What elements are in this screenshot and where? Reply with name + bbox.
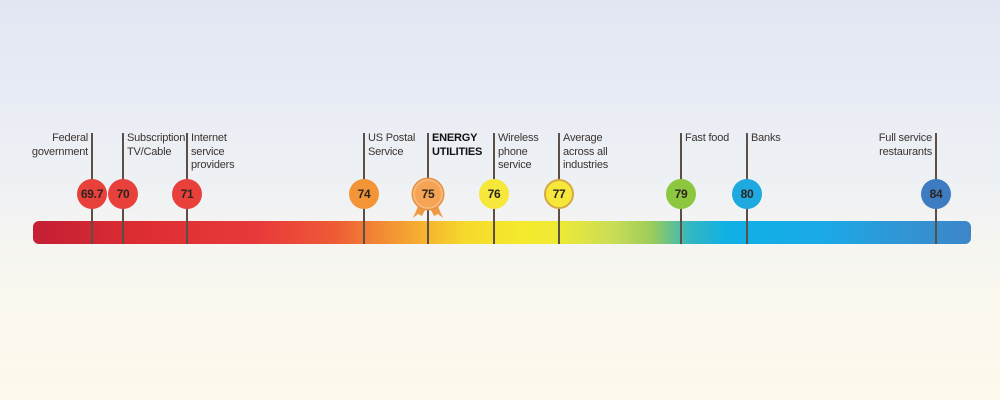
category-label-line: service [498,159,532,171]
category-label-line: Wireless [498,132,539,144]
category-label-line: ENERGY [432,132,478,144]
category-label-line: Fast food [685,132,730,144]
value-marker-text: 76 [487,187,501,201]
value-marker-71: 71 [172,179,202,209]
value-marker-text: 70 [116,187,130,201]
category-label-line: TV/Cable [127,145,172,158]
category-label-84: Full service restaurants [879,132,932,159]
category-label-line: service [191,145,225,158]
category-label-71: Internet service providers [191,132,235,173]
category-label-line: Average [563,132,603,144]
category-label-line: industries [563,159,609,171]
category-label-line: phone [498,145,528,158]
value-marker-text: 84 [929,187,943,201]
category-label-69-7: Federal government [32,132,88,159]
value-marker-text: 69.7 [80,187,104,201]
category-label-line: Full service [878,132,932,144]
category-label-line: Subscription [127,132,186,144]
value-marker-text: 77 [552,187,566,201]
gradient-scale-bar [33,221,971,244]
value-marker-77: 77 [544,179,574,209]
category-label-line: Internet [191,132,227,144]
value-marker-70: 70 [108,179,138,209]
value-marker-74: 74 [349,179,379,209]
category-label-76: Wireless phone service [498,132,539,173]
category-label-line: Banks [751,132,781,144]
value-marker-69-7: 69.7 [77,179,107,209]
category-label-line: restaurants [879,145,932,158]
category-label-77: Average across all industries [563,132,608,173]
category-label-70: Subscription TV/Cable [127,132,185,159]
value-marker-text: 79 [674,187,688,201]
category-label-line: government [31,145,88,158]
category-label-79: Fast food [685,132,729,146]
category-label-75: ENERGY UTILITIES [432,132,482,159]
category-label-line: UTILITIES [432,145,483,158]
category-label-line: Service [368,145,404,158]
value-marker-76: 76 [479,179,509,209]
category-label-80: Banks [751,132,781,146]
value-marker-84: 84 [921,179,951,209]
category-label-line: US Postal [368,132,416,144]
value-marker-text: 80 [740,187,754,201]
value-marker-80: 80 [732,179,762,209]
value-marker-text: 75 [421,187,435,201]
category-label-74: US Postal Service [368,132,415,159]
value-marker-text: 74 [357,187,371,201]
value-marker-75: 75 [413,179,443,209]
value-marker-text: 71 [180,187,194,201]
category-label-line: across all [563,145,608,158]
category-label-line: providers [191,159,235,171]
category-label-line: Federal [52,132,88,144]
value-marker-79: 79 [666,179,696,209]
